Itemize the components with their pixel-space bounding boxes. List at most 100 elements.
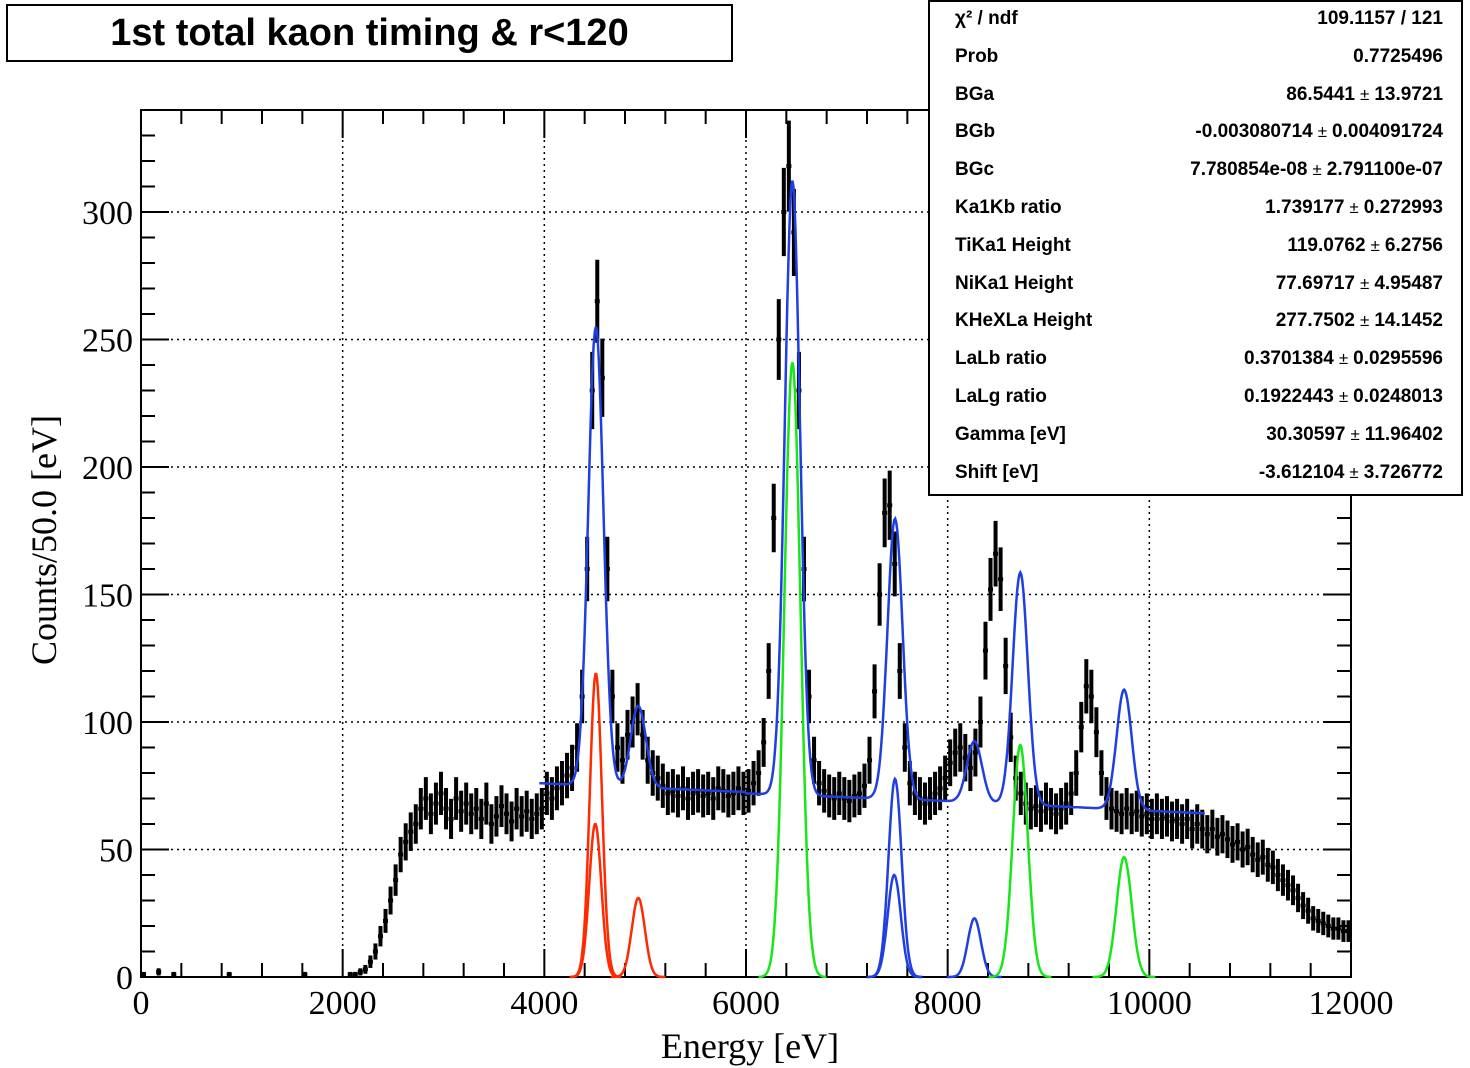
y-tick-label: 250 — [82, 323, 133, 360]
x-tick-label: 8000 — [914, 985, 982, 1022]
stats-label: BGb — [955, 121, 996, 143]
stats-value: 277.7502 ±14.1452 — [1276, 310, 1443, 332]
stats-label: Shift [eV] — [955, 461, 1039, 483]
fit-component-blue — [946, 917, 1002, 979]
stats-error-number: 0.0248013 — [1353, 385, 1443, 407]
stats-value-number: 0.7725496 — [1353, 45, 1443, 67]
stats-error-number: 14.1452 — [1374, 310, 1443, 332]
plus-minus-sign: ± — [1338, 349, 1349, 369]
stats-value-number: 7.780854e-08 — [1190, 159, 1308, 181]
total-fit-curve — [539, 180, 1205, 815]
stats-label: Prob — [955, 45, 999, 67]
stats-value: -0.003080714 ±0.004091724 — [1195, 121, 1443, 143]
plus-minus-sign: ± — [1317, 122, 1328, 142]
stats-value-number: 0.1922443 — [1244, 385, 1334, 407]
stats-row: BGc 7.780854e-08 ±2.791100e-07 — [955, 159, 1443, 197]
stats-error-number: 13.9721 — [1374, 83, 1443, 105]
stats-value-number: 30.30597 — [1266, 423, 1346, 445]
stats-value-number: 277.7502 — [1275, 310, 1355, 332]
stats-value: 119.0762 ±6.2756 — [1287, 235, 1443, 257]
stats-value: 0.7725496 — [1353, 46, 1443, 68]
stats-error-number: 6.2756 — [1384, 234, 1443, 256]
y-tick-label: 50 — [99, 833, 133, 870]
stats-label: NiKa1 Height — [955, 272, 1074, 294]
stats-value-number: 0.3701384 — [1244, 348, 1334, 370]
stats-value: 30.30597 ±11.96402 — [1266, 424, 1443, 446]
y-axis-label: Counts/50.0 [eV] — [24, 415, 64, 665]
plus-minus-sign: ± — [1359, 273, 1370, 293]
stats-row: NiKa1 Height 77.69717 ±4.95487 — [955, 273, 1443, 311]
stats-value-number: 119.0762 — [1287, 234, 1366, 256]
stats-row: Ka1Kb ratio 1.739177 ±0.272993 — [955, 197, 1443, 235]
stats-row: LaLb ratio 0.3701384 ±0.0295596 — [955, 348, 1443, 386]
stats-row: Prob 0.7725496 — [955, 46, 1443, 84]
chart-title: 1st total kaon timing & r<120 — [6, 4, 733, 62]
stats-value-number: 1.739177 — [1265, 196, 1345, 218]
stats-row: LaLg ratio 0.1922443 ±0.0248013 — [955, 386, 1443, 424]
stats-row: BGa 86.5441 ±13.9721 — [955, 84, 1443, 122]
stats-value: 0.1922443 ±0.0248013 — [1244, 386, 1443, 408]
stats-label: KHeXLa Height — [955, 310, 1093, 332]
stats-label: Gamma [eV] — [955, 423, 1066, 445]
fit-component-ti — [569, 823, 621, 979]
stats-label: Ka1Kb ratio — [955, 196, 1062, 218]
plus-minus-sign: ± — [1359, 84, 1370, 104]
y-tick-label: 300 — [82, 195, 133, 232]
x-tick-label: 6000 — [712, 985, 780, 1022]
stats-error-number: 3.726772 — [1363, 461, 1443, 483]
fit-component-blue — [866, 873, 922, 979]
x-tick-label: 10000 — [1107, 985, 1192, 1022]
stats-error-number: 2.791100e-07 — [1326, 159, 1443, 181]
y-tick-label: 200 — [82, 450, 133, 487]
stats-row: Shift [eV] -3.612104 ±3.726772 — [955, 462, 1443, 500]
stats-value: 1.739177 ±0.272993 — [1265, 197, 1443, 219]
plus-minus-sign: ± — [1338, 386, 1349, 406]
stats-error-number: 4.95487 — [1374, 272, 1443, 294]
stats-value: 0.3701384 ±0.0295596 — [1244, 348, 1443, 370]
stats-label: LaLg ratio — [955, 385, 1047, 407]
fit-statistics-box: χ² / ndf 109.1157 / 121 Prob 0.7725496 BGa 86… — [928, 0, 1463, 496]
stats-row: BGb -0.003080714 ±0.004091724 — [955, 121, 1443, 159]
stats-value: -3.612104 ±3.726772 — [1259, 462, 1443, 484]
stats-value-number: 77.69717 — [1275, 272, 1355, 294]
stats-error-number: 0.272993 — [1363, 196, 1443, 218]
plus-minus-sign: ± — [1312, 160, 1322, 180]
stats-value-number: -3.612104 — [1258, 461, 1345, 483]
stats-value: 109.1157 / 121 — [1317, 8, 1443, 30]
stats-label: BGa — [955, 83, 995, 105]
stats-row: χ² / ndf 109.1157 / 121 — [955, 8, 1443, 46]
fit-component-green — [1092, 855, 1156, 979]
y-tick-label: 150 — [82, 578, 133, 615]
stats-error-number: 0.004091724 — [1332, 121, 1443, 143]
stats-value-number: -0.003080714 — [1195, 121, 1313, 143]
x-axis-label: Energy [eV] — [661, 1026, 839, 1066]
plus-minus-sign: ± — [1349, 197, 1359, 217]
fit-component-green — [758, 362, 827, 979]
stats-label: BGc — [955, 159, 995, 181]
x-tick-label: 2000 — [309, 985, 377, 1022]
stats-value: 77.69717 ±4.95487 — [1276, 273, 1443, 295]
stats-row: TiKa1 Height 119.0762 ±6.2756 — [955, 235, 1443, 273]
x-tick-label: 4000 — [510, 985, 578, 1022]
plus-minus-sign: ± — [1359, 311, 1370, 331]
stats-error-number: 0.0295596 — [1353, 348, 1443, 370]
y-tick-label: 100 — [82, 705, 133, 742]
stats-label: χ² / ndf — [955, 8, 1018, 29]
x-tick-label: 0 — [133, 985, 150, 1022]
stats-row: Gamma [eV] 30.30597 ±11.96402 — [955, 424, 1443, 462]
stats-label: LaLb ratio — [955, 348, 1047, 370]
stats-value-number: 109.1157 / 121 — [1317, 8, 1443, 29]
stats-value: 86.5441 ±13.9721 — [1286, 84, 1443, 106]
stats-row: KHeXLa Height 277.7502 ±14.1452 — [955, 310, 1443, 348]
plus-minus-sign: ± — [1349, 462, 1359, 482]
stats-value-number: 86.5441 — [1286, 83, 1355, 105]
stats-value: 7.780854e-08 ±2.791100e-07 — [1190, 159, 1443, 181]
plus-minus-sign: ± — [1370, 235, 1380, 255]
x-tick-label: 12000 — [1309, 985, 1394, 1022]
fit-component-green — [988, 743, 1052, 979]
y-tick-label: 0 — [116, 960, 133, 997]
stats-label: TiKa1 Height — [955, 234, 1071, 256]
plus-minus-sign: ± — [1350, 424, 1360, 444]
fit-component-ti — [610, 896, 666, 979]
stats-error-number: 11.96402 — [1364, 423, 1443, 445]
